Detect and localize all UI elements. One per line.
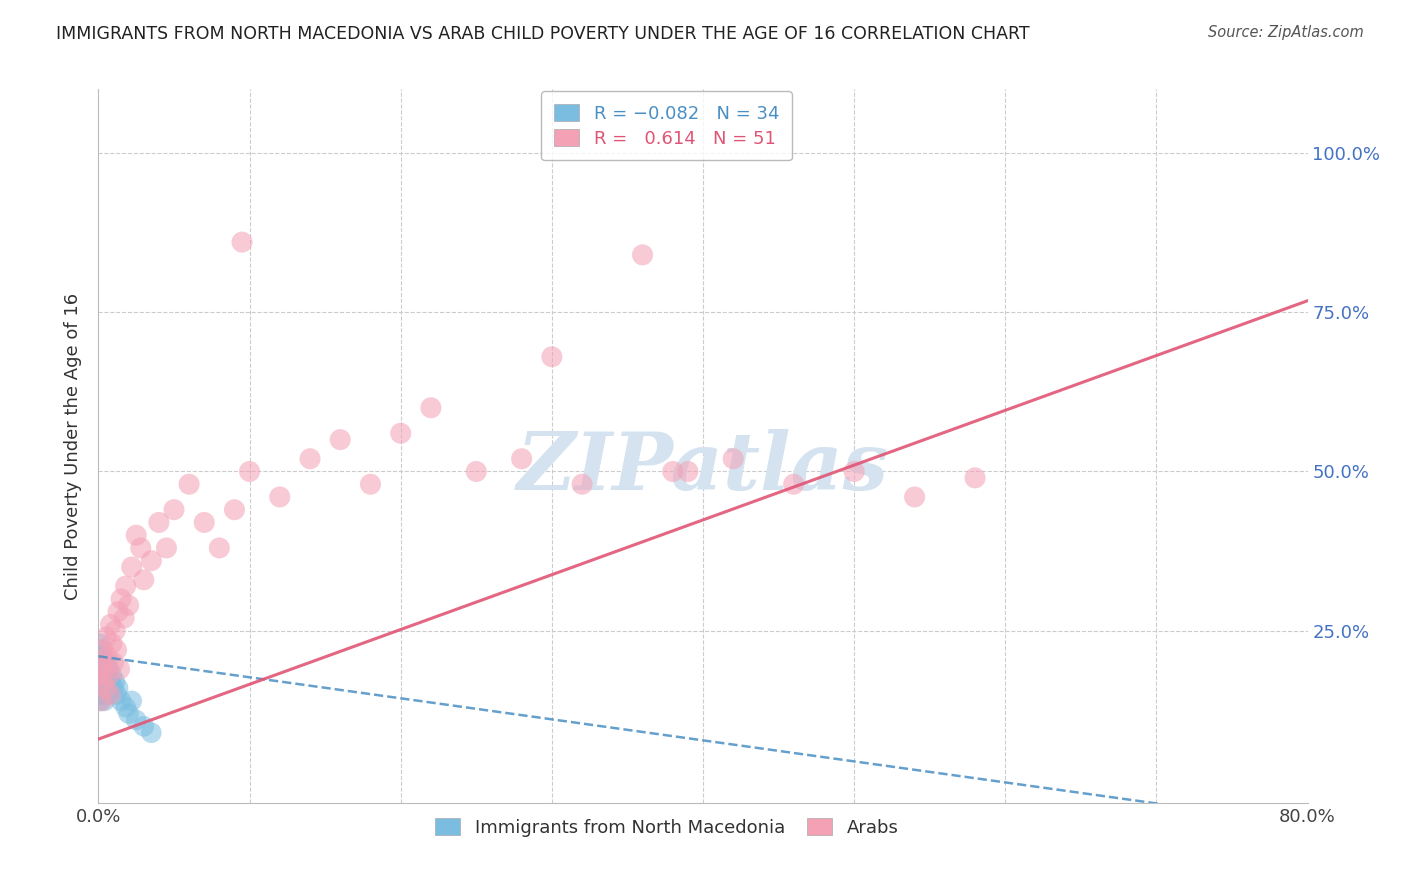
Point [465,465,488,479]
Point [89,674,111,689]
Point [101,636,124,650]
Point [163,502,186,516]
Point [94,630,117,644]
Point [540,350,562,364]
Point [93,674,115,689]
Point [103,681,125,695]
Point [98,668,121,682]
Point [360,477,382,491]
Point [100,674,122,689]
Point [661,465,683,479]
Point [118,706,141,721]
Point [91,681,114,695]
Text: ZIPatlas: ZIPatlas [517,429,889,506]
Point [844,465,866,479]
Point [571,477,593,491]
Point [783,477,806,491]
Point [107,681,129,695]
Point [105,643,128,657]
Point [269,490,291,504]
Text: Source: ZipAtlas.com: Source: ZipAtlas.com [1208,25,1364,40]
Point [90,668,112,682]
Point [723,451,745,466]
Point [96,649,118,664]
Point [98,662,121,676]
Point [110,591,132,606]
Point [91,662,114,676]
Y-axis label: Child Poverty Under the Age of 16: Child Poverty Under the Age of 16 [63,293,82,599]
Point [91,649,114,664]
Point [94,681,117,695]
Point [141,725,163,739]
Point [89,662,111,676]
Point [93,656,115,670]
Point [93,662,115,676]
Point [118,599,141,613]
Point [193,516,215,530]
Point [108,662,131,676]
Point [114,700,136,714]
Point [90,643,112,657]
Point [107,605,129,619]
Point [510,451,533,466]
Point [93,694,115,708]
Point [103,656,125,670]
Point [132,573,155,587]
Point [90,688,112,702]
Point [96,656,118,670]
Point [121,560,143,574]
Point [420,401,443,415]
Point [98,688,121,702]
Point [89,668,111,682]
Point [104,674,127,689]
Point [90,656,112,670]
Point [208,541,231,555]
Point [91,643,114,657]
Point [155,541,177,555]
Point [965,471,987,485]
Point [90,694,112,708]
Point [114,579,136,593]
Point [299,451,322,466]
Point [239,465,262,479]
Point [224,502,246,516]
Point [89,649,111,664]
Point [100,617,122,632]
Point [676,465,699,479]
Point [89,694,111,708]
Point [94,668,117,682]
Point [631,248,654,262]
Point [94,688,117,702]
Point [129,541,152,555]
Point [91,674,114,689]
Point [231,235,253,249]
Point [904,490,927,504]
Point [148,516,170,530]
Point [179,477,201,491]
Point [90,656,112,670]
Point [104,624,127,638]
Text: IMMIGRANTS FROM NORTH MACEDONIA VS ARAB CHILD POVERTY UNDER THE AGE OF 16 CORREL: IMMIGRANTS FROM NORTH MACEDONIA VS ARAB … [56,25,1029,43]
Point [96,681,118,695]
Legend: Immigrants from North Macedonia, Arabs: Immigrants from North Macedonia, Arabs [427,811,905,844]
Point [100,688,122,702]
Point [105,688,128,702]
Point [132,719,155,733]
Point [141,554,163,568]
Point [329,433,352,447]
Point [89,636,111,650]
Point [121,694,143,708]
Point [389,426,412,441]
Point [112,611,135,625]
Point [110,694,132,708]
Point [125,713,148,727]
Point [125,528,148,542]
Point [101,668,124,682]
